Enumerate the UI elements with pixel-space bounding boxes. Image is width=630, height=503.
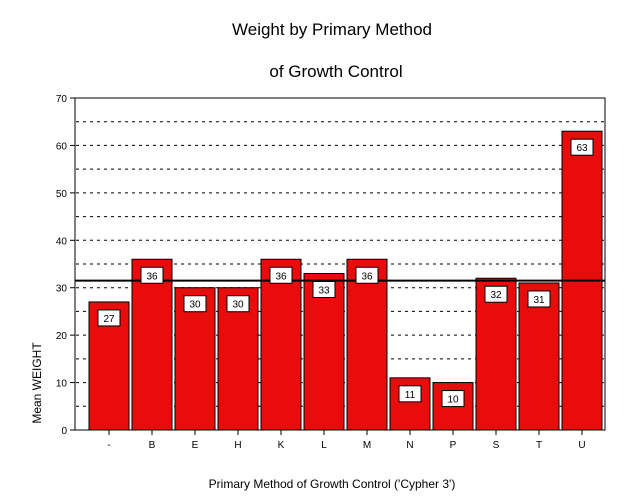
- data-label-box: [183, 295, 207, 313]
- chart-title-line-1: Weight by Primary Method: [232, 20, 432, 39]
- data-label: 36: [146, 271, 158, 282]
- data-label: 11: [405, 390, 416, 401]
- x-tick-label: L: [321, 440, 327, 451]
- bar-B: [131, 258, 173, 431]
- x-tick-label: S: [493, 440, 500, 451]
- data-label-box: [570, 138, 594, 156]
- y-tick-label: 10: [56, 379, 68, 390]
- x-tick-label: -: [107, 440, 110, 451]
- data-label: 63: [576, 143, 588, 154]
- data-label: 27: [103, 314, 115, 325]
- data-label-box: [312, 280, 336, 298]
- y-axis-ticks: 0 10 20 30 40 50 60 70: [56, 94, 75, 437]
- data-label: 10: [447, 395, 459, 406]
- x-axis-label: Primary Method of Growth Control ('Cyphe…: [209, 477, 456, 491]
- y-tick-label: 70: [56, 94, 68, 105]
- bar-M: [346, 258, 388, 431]
- data-labels: 27 36 30 30 36 33 36 11 10 32 31 63: [97, 138, 594, 408]
- x-tick-label: E: [192, 440, 199, 451]
- y-tick-label: 0: [61, 426, 67, 437]
- x-tick-label: P: [450, 440, 457, 451]
- y-tick-label: 20: [56, 331, 68, 342]
- data-label-box: [140, 266, 164, 284]
- y-tick-label: 30: [56, 284, 68, 295]
- x-tick-label: N: [406, 440, 413, 451]
- x-tick-label: M: [363, 440, 371, 451]
- data-label: 36: [275, 271, 287, 282]
- y-tick-label: 50: [56, 189, 68, 200]
- y-tick-label: 40: [56, 236, 68, 247]
- data-label: 30: [189, 300, 201, 311]
- x-tick-label: B: [149, 440, 156, 451]
- data-label-box: [269, 266, 293, 284]
- data-label-box: [226, 295, 250, 313]
- data-label-box: [441, 390, 465, 408]
- bar-S: [475, 277, 517, 431]
- y-axis-label: Mean WEIGHT: [30, 342, 44, 424]
- bar-T: [518, 282, 560, 431]
- x-tick-label: T: [536, 440, 542, 451]
- data-label: 33: [318, 285, 330, 296]
- data-label: 32: [490, 290, 502, 301]
- x-tick-label: K: [278, 440, 285, 451]
- bars: [88, 130, 603, 431]
- data-label-box: [398, 385, 422, 403]
- bar-K: [260, 258, 302, 431]
- data-label-box: [527, 290, 551, 308]
- x-tick-label: H: [234, 440, 241, 451]
- chart-title-line-2: of Growth Control: [269, 62, 402, 81]
- data-label: 36: [361, 271, 373, 282]
- data-label-box: [484, 285, 508, 303]
- data-label-box: [97, 309, 121, 327]
- y-tick-label: 60: [56, 141, 68, 152]
- data-label: 30: [232, 300, 244, 311]
- x-tick-label: U: [578, 440, 585, 451]
- data-label-box: [355, 266, 379, 284]
- data-label: 31: [533, 295, 545, 306]
